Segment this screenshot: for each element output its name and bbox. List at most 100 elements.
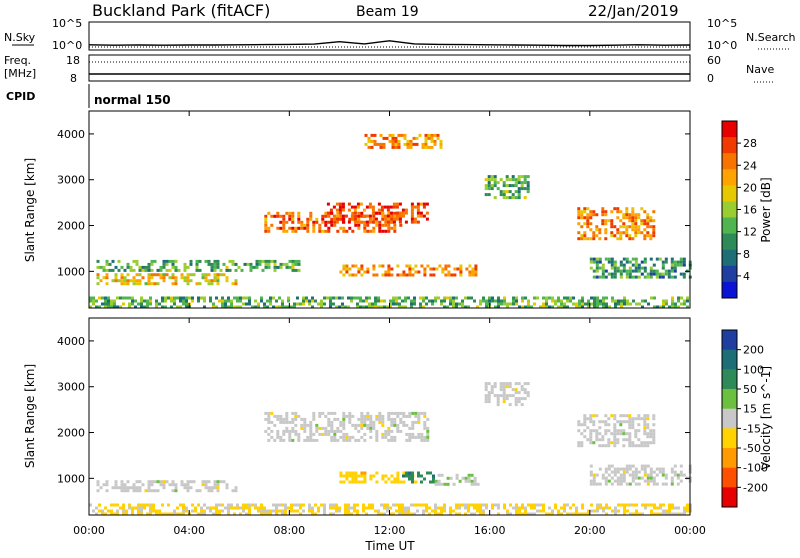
range-cell: [610, 432, 614, 436]
range-cell: [493, 382, 497, 386]
range-cell: [671, 302, 674, 306]
range-cell: [625, 216, 629, 220]
range-cell: [634, 467, 638, 471]
range-cell: [586, 426, 590, 430]
range-cell: [406, 139, 410, 143]
range-cell: [378, 414, 382, 418]
range-cell: [393, 423, 397, 427]
range-cell: [595, 263, 599, 267]
range-cell: [467, 506, 470, 510]
range-cell: [180, 483, 184, 487]
range-cell: [446, 305, 449, 309]
range-cell: [367, 139, 371, 143]
range-cell: [441, 267, 445, 271]
range-cell: [605, 302, 608, 306]
range-cell: [423, 426, 427, 430]
range-cell: [652, 234, 656, 238]
range-cell: [302, 302, 305, 306]
range-cell: [619, 473, 623, 477]
range-cell: [484, 397, 488, 401]
range-cell: [583, 234, 587, 238]
range-cell: [401, 211, 405, 215]
range-cell: [140, 509, 143, 513]
range-cell: [515, 302, 518, 306]
range-cell: [484, 178, 488, 182]
range-cell: [353, 503, 356, 507]
range-cell: [179, 512, 182, 516]
range-cell: [429, 267, 433, 271]
range-cell: [384, 220, 388, 224]
range-cell: [96, 259, 100, 263]
range-cell: [384, 229, 388, 233]
range-cell: [368, 202, 372, 206]
range-cell: [374, 211, 378, 215]
range-cell: [363, 477, 367, 481]
range-cell: [315, 423, 319, 427]
range-cell: [604, 482, 608, 486]
range-cell: [128, 305, 131, 309]
range-cell: [374, 509, 377, 513]
range-cell: [673, 464, 677, 468]
range-cell: [189, 262, 193, 266]
range-cell: [647, 503, 650, 507]
range-cell: [171, 265, 175, 269]
range-cell: [514, 388, 518, 392]
colorbar-swatch: [722, 217, 737, 235]
range-cell: [156, 268, 160, 272]
range-cell: [149, 503, 152, 507]
range-cell: [682, 272, 686, 276]
range-cell: [348, 471, 352, 475]
range-cell: [332, 205, 336, 209]
range-cell: [288, 217, 292, 221]
range-cell: [357, 423, 361, 427]
range-cell: [515, 299, 518, 303]
range-cell: [616, 228, 620, 232]
time-axis: 00:00 04:00 08:00 12:00 16:00 20:00 00:00: [73, 111, 706, 537]
range-cell: [414, 411, 418, 415]
range-cell: [634, 482, 638, 486]
range-cell: [487, 193, 491, 197]
range-cell: [269, 296, 272, 300]
range-cell: [647, 302, 650, 306]
range-cell: [207, 259, 211, 263]
range-cell: [161, 503, 164, 507]
range-cell: [643, 479, 647, 483]
range-cell: [593, 299, 596, 303]
range-cell: [378, 417, 382, 421]
range-cell: [484, 394, 488, 398]
range-cell: [297, 226, 301, 230]
range-cell: [330, 426, 334, 430]
range-cell: [413, 296, 416, 300]
range-cell: [596, 509, 599, 513]
range-cell: [521, 512, 524, 516]
station-title: Buckland Park (fitACF): [92, 1, 270, 20]
range-cell: [230, 299, 233, 303]
range-cell: [275, 299, 278, 303]
range-cell: [379, 145, 383, 149]
range-cell: [348, 411, 352, 415]
range-cell: [380, 205, 384, 209]
range-cell: [195, 262, 199, 266]
range-cell: [351, 423, 355, 427]
range-cell: [189, 486, 193, 490]
range-cell: [372, 217, 376, 221]
range-cell: [183, 483, 187, 487]
range-cell: [482, 296, 485, 300]
range-cell: [269, 509, 272, 513]
range-cell: [149, 302, 152, 306]
range-cell: [204, 480, 208, 484]
range-cell: [360, 267, 364, 271]
range-cell: [604, 231, 608, 235]
range-cell: [101, 509, 104, 513]
range-cell: [354, 438, 358, 442]
range-cell: [396, 264, 400, 268]
range-cell: [593, 302, 596, 306]
range-cell: [407, 509, 410, 513]
range-cell: [637, 423, 641, 427]
range-cell: [523, 175, 527, 179]
range-cell: [412, 136, 416, 140]
range-cell: [610, 470, 614, 474]
range-cell: [394, 139, 398, 143]
range-cell: [288, 432, 292, 436]
range-cell: [365, 506, 368, 510]
